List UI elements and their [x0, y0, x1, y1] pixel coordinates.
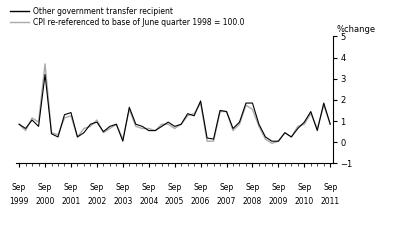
Text: Sep: Sep	[12, 183, 26, 192]
Text: Sep: Sep	[245, 183, 260, 192]
Text: Sep: Sep	[64, 183, 78, 192]
Text: 2011: 2011	[321, 197, 340, 206]
Text: 2004: 2004	[139, 197, 158, 206]
Text: Sep: Sep	[116, 183, 130, 192]
Text: Sep: Sep	[220, 183, 234, 192]
Text: 2009: 2009	[269, 197, 288, 206]
Text: %change: %change	[337, 25, 376, 34]
Text: 2007: 2007	[217, 197, 236, 206]
Text: Sep: Sep	[323, 183, 337, 192]
Text: Sep: Sep	[297, 183, 311, 192]
Text: 2006: 2006	[191, 197, 210, 206]
Text: 2003: 2003	[113, 197, 133, 206]
Text: Sep: Sep	[38, 183, 52, 192]
Text: 2002: 2002	[87, 197, 106, 206]
Text: 2001: 2001	[62, 197, 81, 206]
Text: 2005: 2005	[165, 197, 184, 206]
Text: Sep: Sep	[90, 183, 104, 192]
Text: 2008: 2008	[243, 197, 262, 206]
Text: Sep: Sep	[271, 183, 285, 192]
Text: Sep: Sep	[142, 183, 156, 192]
Text: 1999: 1999	[10, 197, 29, 206]
Text: 2010: 2010	[295, 197, 314, 206]
Text: Sep: Sep	[168, 183, 182, 192]
Text: 2000: 2000	[35, 197, 55, 206]
Text: Sep: Sep	[193, 183, 208, 192]
Legend: Other government transfer recipient, CPI re-referenced to base of June quarter 1: Other government transfer recipient, CPI…	[7, 4, 247, 30]
